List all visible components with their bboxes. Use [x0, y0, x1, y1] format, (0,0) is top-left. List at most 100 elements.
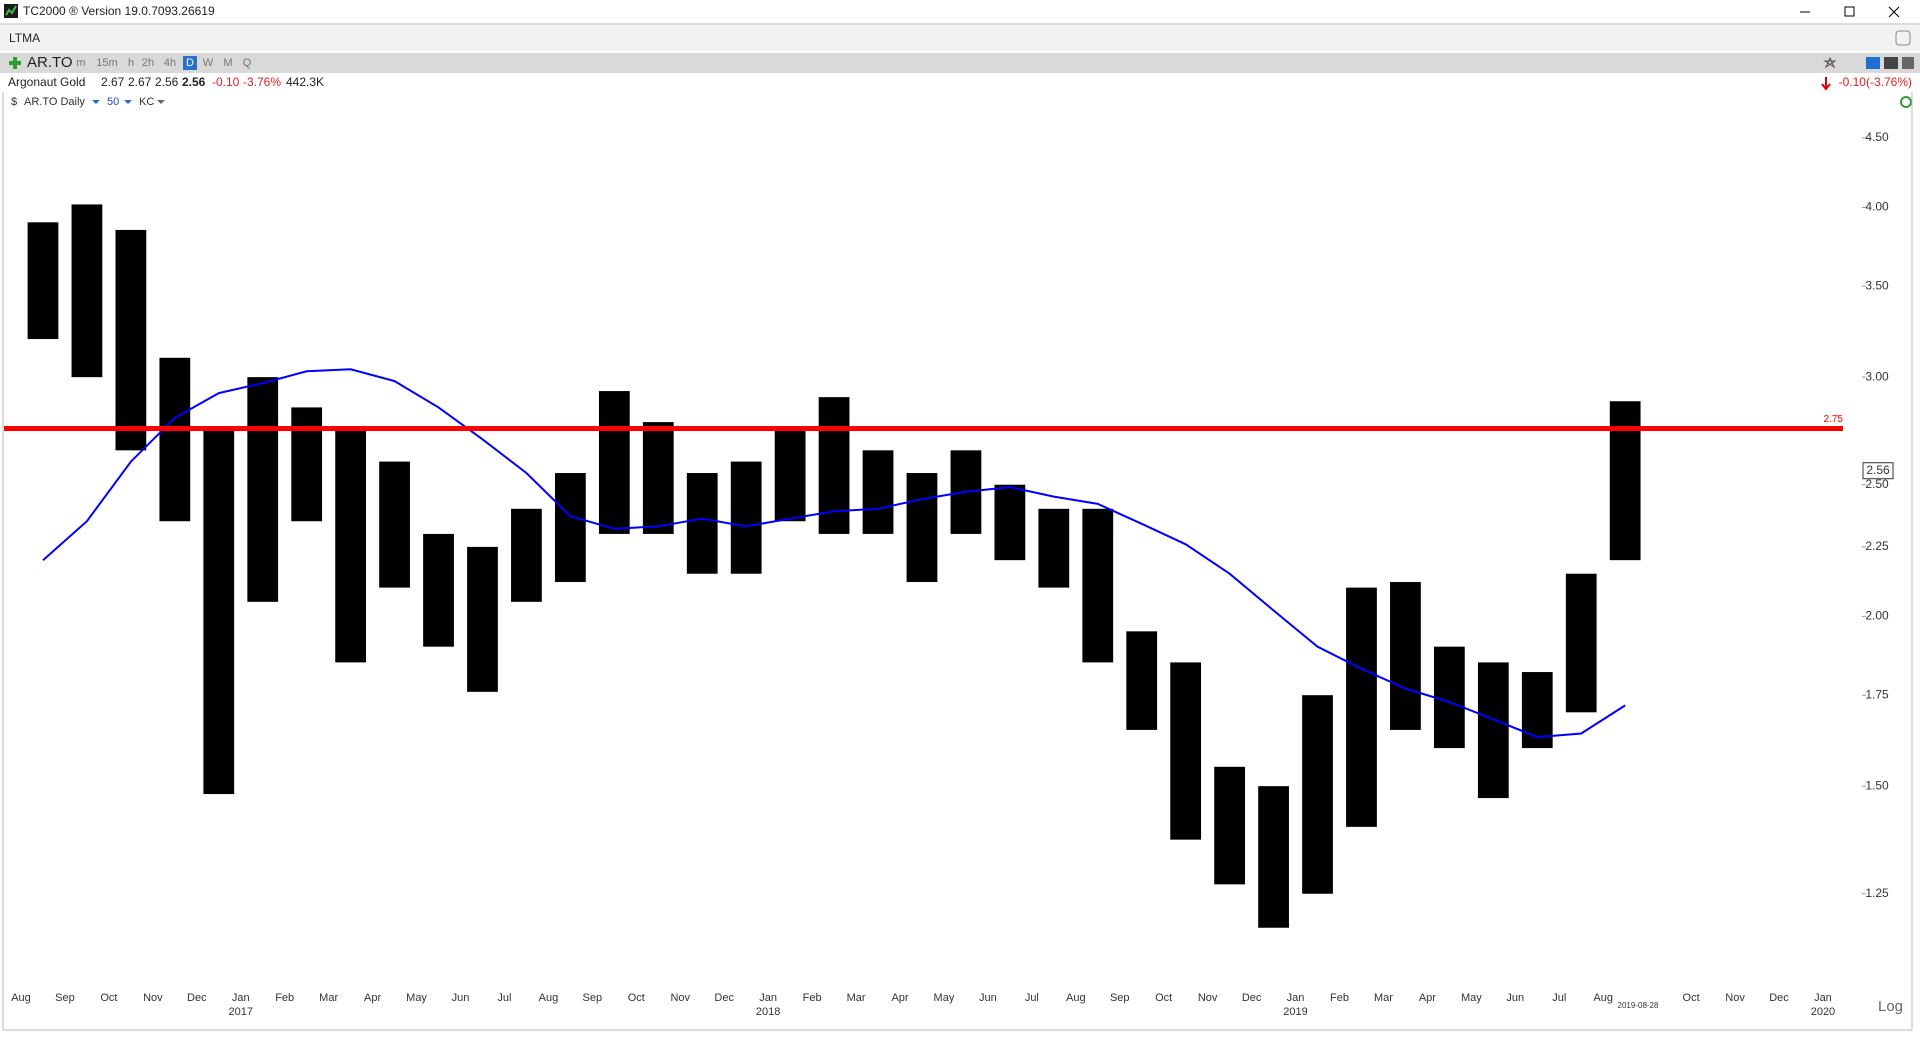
y-tick-label: 3.50 — [1865, 278, 1889, 292]
y-tick-label: 1.50 — [1865, 778, 1889, 792]
x-tick-label: Nov — [1725, 992, 1745, 1004]
price-range-bar — [1390, 582, 1421, 730]
ma-period[interactable]: 50 — [107, 96, 119, 108]
toggle-icon[interactable] — [1884, 57, 1898, 69]
close-button[interactable] — [1888, 6, 1900, 18]
x-tick-label: Jun — [1506, 992, 1524, 1004]
y-tick-label: 2.25 — [1865, 539, 1889, 553]
x-tick-label: Jul — [1552, 992, 1566, 1004]
x-tick-label: Sep — [55, 992, 75, 1004]
x-tick-label: Oct — [628, 992, 645, 1004]
x-tick-label: Oct — [1683, 992, 1700, 1004]
timeframe-button[interactable]: m — [76, 57, 85, 69]
y-tick-label: 2.50 — [1865, 477, 1889, 491]
x-tick-label: Aug — [11, 992, 31, 1004]
panel-button[interactable] — [1895, 30, 1911, 46]
price-range-bar — [1609, 401, 1641, 561]
window-title: TC2000 ® Version 19.0.7093.26619 — [23, 4, 215, 18]
price-range-bar — [467, 546, 498, 692]
moving-average-line — [42, 368, 1626, 739]
x-tick-label: Jan 2020 — [1811, 992, 1835, 1018]
x-tick-label: Dec — [187, 992, 207, 1004]
tab-label[interactable]: LTMA — [9, 31, 40, 45]
price-range-bar — [1170, 662, 1202, 840]
x-tick-label: Jun — [979, 992, 997, 1004]
x-tick-label: Feb — [275, 992, 294, 1004]
scale-toggle[interactable]: Log — [1878, 998, 1903, 1015]
price-range-bar — [423, 533, 454, 647]
y-tick-label: 3.00 — [1865, 369, 1889, 383]
timeframe-button[interactable]: 15m — [96, 57, 117, 69]
toolbar — [0, 53, 1920, 73]
price-range-bar — [1258, 786, 1289, 928]
x-tick-label: Aug — [1066, 992, 1086, 1004]
timeframe-button[interactable]: D — [186, 57, 194, 69]
symbol[interactable]: AR.TO — [27, 54, 73, 71]
series-symbol[interactable]: AR.TO Daily — [24, 96, 85, 108]
x-tick-label: Dec — [1769, 992, 1789, 1004]
x-tick-label: Feb — [1330, 992, 1349, 1004]
x-tick-label: Apr — [891, 992, 908, 1004]
quote-field: -3.76% — [243, 75, 281, 89]
timeframe-button[interactable]: h — [128, 57, 134, 69]
timeframe-button[interactable]: 2h — [142, 57, 154, 69]
x-tick-label: Mar — [1374, 992, 1393, 1004]
x-tick-label: Apr — [1419, 992, 1436, 1004]
quote-field: -0.10 — [212, 75, 240, 89]
price-range-bar — [115, 229, 147, 451]
dropdown[interactable] — [124, 100, 132, 104]
x-tick-label: May — [406, 992, 427, 1004]
price-range-bar — [1038, 508, 1070, 588]
quote-field: 2.56 — [155, 75, 179, 89]
x-tick-label: Mar — [847, 992, 866, 1004]
price-range-bar — [906, 473, 938, 583]
active-timeframe-bg — [183, 56, 197, 70]
x-tick-label: Feb — [803, 992, 822, 1004]
title-bar — [0, 0, 1920, 24]
x-tick-label: Apr — [364, 992, 381, 1004]
company-name: Argonaut Gold — [8, 75, 85, 89]
timeframes: m 15m h 2h 4h D W M Q — [76, 56, 252, 70]
x-tick-label: Nov — [1198, 992, 1218, 1004]
price-range-bar — [994, 484, 1026, 561]
y-tick-label: 1.25 — [1865, 886, 1889, 900]
date-label: 2019-08-28 — [1618, 1001, 1659, 1010]
app-icon-graph — [5, 5, 17, 16]
restore-button[interactable] — [1844, 6, 1855, 17]
x-tick-label: Dec — [1242, 992, 1262, 1004]
x-tick-label: Jul — [497, 992, 511, 1004]
down-arrow — [1821, 77, 1831, 91]
price-range-bar — [379, 461, 410, 588]
timeframe-button[interactable]: M — [223, 57, 232, 69]
x-tick-label: Sep — [583, 992, 603, 1004]
quote-field: 2.67 — [101, 75, 125, 89]
x-tick-label: Aug — [539, 992, 559, 1004]
add-icon[interactable] — [9, 57, 21, 69]
dropdown[interactable] — [92, 100, 100, 104]
x-tick-label: Jan 2019 — [1283, 992, 1307, 1018]
tab-row — [0, 25, 1920, 51]
layout-icon[interactable] — [1902, 57, 1914, 69]
indicator[interactable]: KC — [139, 96, 154, 108]
x-tick-label: May — [1461, 992, 1482, 1004]
price-range-bar — [1214, 766, 1246, 885]
settings-icon[interactable] — [1866, 57, 1880, 69]
price-range-bar — [511, 508, 542, 602]
quote-field: 2.56 — [182, 75, 206, 89]
x-tick-label: Jun — [452, 992, 470, 1004]
refresh-icon[interactable] — [1900, 96, 1912, 108]
x-tick-label: May — [934, 992, 955, 1004]
timeframe-button[interactable]: W — [203, 57, 214, 69]
price-range-bar — [1433, 646, 1465, 749]
dropdown[interactable] — [157, 100, 165, 104]
star-icon[interactable] — [1823, 56, 1837, 69]
timeframe-button[interactable]: 4h — [164, 57, 176, 69]
price-range-bar — [1477, 662, 1509, 799]
price-range-bar — [247, 377, 279, 602]
quote-field: 442.3K — [286, 75, 324, 89]
price-range-bar — [291, 407, 323, 522]
timeframe-button[interactable]: Q — [243, 57, 252, 69]
